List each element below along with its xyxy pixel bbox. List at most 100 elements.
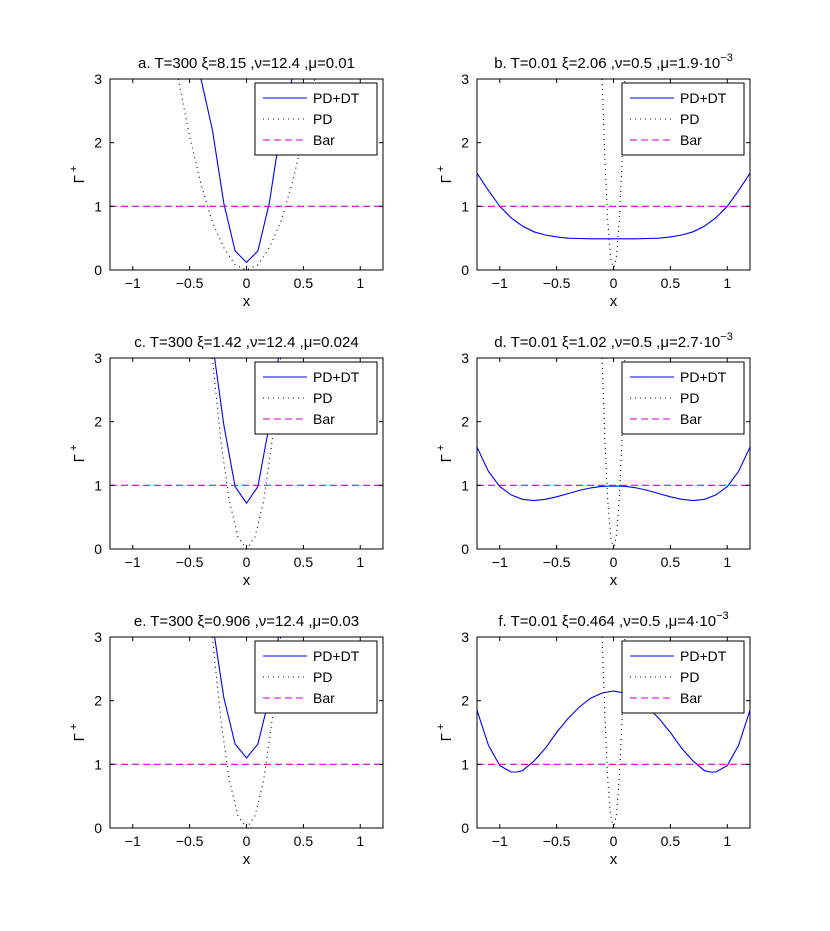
legend-label: Bar [313, 411, 335, 427]
legend-box [254, 361, 378, 435]
x-tick-label: 0.5 [294, 833, 314, 849]
subplot-c: −1 −0.5 0 0.5 1 0 1 2 3 x Γ + c. T=300 ξ=1.42 ,ν=12… [68, 334, 384, 589]
y-tick-label: 0 [461, 541, 469, 557]
subplot-title: d. T=0.01 ξ=1.02 ,ν=0.5 ,μ=2.7·10−3 [494, 331, 733, 351]
subplot-title: a. T=300 ξ=8.15 ,ν=12.4 ,μ=0.01 [138, 55, 355, 72]
x-tick-label: −0.5 [543, 554, 571, 570]
x-tick-label: 1 [723, 833, 731, 849]
legend-label: PD+DT [680, 369, 727, 385]
y-tick-label: 1 [461, 477, 469, 493]
y-tick-label: 2 [461, 693, 469, 709]
legend-label: Bar [313, 690, 335, 706]
x-tick-label: 0 [610, 833, 618, 849]
legend: PD+DT PD Bar [254, 640, 378, 714]
x-axis-label: x [610, 293, 618, 310]
subplot-title: b. T=0.01 ξ=2.06 ,ν=0.5 ,μ=1.9·10−3 [494, 52, 733, 72]
x-tick-label: −1 [492, 275, 508, 291]
legend-box [621, 640, 745, 714]
series-line-pd-dt [477, 172, 750, 240]
x-tick-label: −1 [492, 554, 508, 570]
x-tick-label: −0.5 [543, 275, 571, 291]
legend: PD+DT PD Bar [621, 82, 745, 156]
x-tick-label: 1 [356, 833, 364, 849]
y-axis-label: Γ + [68, 445, 88, 463]
subplot-e: −1 −0.5 0 0.5 1 0 1 2 3 x Γ + e. T=300 ξ=0.906 ,ν=1… [68, 613, 384, 868]
x-tick-label: 0 [243, 275, 251, 291]
legend-box [254, 82, 378, 156]
x-tick-label: 0 [243, 833, 251, 849]
x-tick-label: −0.5 [176, 275, 204, 291]
x-tick-label: 0 [243, 554, 251, 570]
y-tick-label: 2 [461, 135, 469, 151]
x-tick-label: 1 [723, 275, 731, 291]
y-tick-label: 3 [461, 350, 469, 366]
legend-label: Bar [680, 690, 702, 706]
x-axis-label: x [243, 572, 251, 589]
y-axis-label: Γ + [68, 724, 88, 742]
series-line-pd-dt [477, 446, 750, 502]
y-axis-label: Γ + [435, 445, 455, 463]
y-tick-label: 3 [94, 71, 102, 87]
subplot-title: f. T=0.01 ξ=0.464 ,ν=0.5 ,μ=4·10−3 [498, 610, 728, 630]
subplot-title: e. T=300 ξ=0.906 ,ν=12.4 ,μ=0.03 [134, 613, 359, 630]
x-tick-label: 0.5 [294, 554, 314, 570]
x-tick-label: −1 [125, 275, 141, 291]
y-tick-label: 0 [461, 820, 469, 836]
legend-label: PD+DT [313, 90, 360, 106]
x-tick-label: 0.5 [661, 275, 681, 291]
x-tick-label: 0.5 [661, 554, 681, 570]
x-tick-label: −1 [125, 554, 141, 570]
y-tick-label: 3 [461, 71, 469, 87]
x-axis-label: x [610, 572, 618, 589]
x-tick-label: −0.5 [176, 554, 204, 570]
y-tick-label: 2 [94, 135, 102, 151]
x-tick-label: −1 [492, 833, 508, 849]
y-tick-label: 2 [94, 693, 102, 709]
legend-box [621, 361, 745, 435]
y-axis-label: Γ + [435, 724, 455, 742]
y-tick-label: 2 [461, 414, 469, 430]
legend-label: PD [313, 111, 332, 127]
x-tick-label: 0 [610, 554, 618, 570]
y-axis-label: Γ + [68, 166, 88, 184]
legend-label: PD+DT [680, 90, 727, 106]
series-line-pd-dt [477, 690, 750, 773]
legend: PD+DT PD Bar [254, 82, 378, 156]
legend: PD+DT PD Bar [621, 640, 745, 714]
x-tick-label: 0.5 [661, 833, 681, 849]
subplot-d: −1 −0.5 0 0.5 1 0 1 2 3 x Γ + d. T=0.01 ξ=1.02 ,ν=0… [435, 331, 751, 589]
y-tick-label: 1 [94, 756, 102, 772]
y-tick-label: 0 [94, 820, 102, 836]
subplot-title: c. T=300 ξ=1.42 ,ν=12.4 ,μ=0.024 [134, 334, 358, 351]
x-tick-label: 1 [723, 554, 731, 570]
y-tick-label: 1 [94, 198, 102, 214]
x-tick-label: 0.5 [294, 275, 314, 291]
legend-label: Bar [680, 132, 702, 148]
x-tick-label: 1 [356, 275, 364, 291]
y-axis-label: Γ + [435, 166, 455, 184]
legend-label: PD [680, 390, 699, 406]
y-tick-label: 1 [461, 198, 469, 214]
legend: PD+DT PD Bar [254, 361, 378, 435]
x-tick-label: −0.5 [176, 833, 204, 849]
y-tick-label: 1 [94, 477, 102, 493]
x-axis-label: x [243, 851, 251, 868]
legend-label: PD [680, 111, 699, 127]
x-axis-label: x [610, 851, 618, 868]
y-tick-label: 1 [461, 756, 469, 772]
legend-label: PD+DT [680, 648, 727, 664]
legend-label: PD [680, 669, 699, 685]
x-tick-label: 1 [356, 554, 364, 570]
x-tick-label: −0.5 [543, 833, 571, 849]
legend-label: PD+DT [313, 369, 360, 385]
y-tick-label: 3 [94, 629, 102, 645]
legend: PD+DT PD Bar [621, 361, 745, 435]
y-tick-label: 3 [94, 350, 102, 366]
legend-label: PD+DT [313, 648, 360, 664]
legend-label: Bar [680, 411, 702, 427]
legend-label: PD [313, 390, 332, 406]
legend-label: Bar [313, 132, 335, 148]
x-tick-label: 0 [610, 275, 618, 291]
legend-label: PD [313, 669, 332, 685]
